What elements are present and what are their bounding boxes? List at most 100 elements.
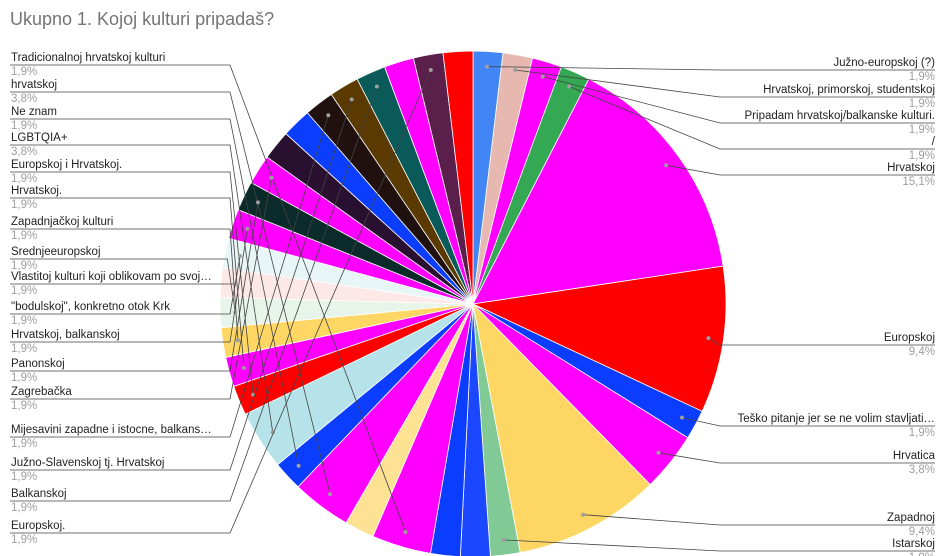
slice-percent: 1,9% [909,71,935,83]
slice-label: Europskoj [884,332,935,344]
slice-percent: 1,9% [11,343,37,355]
slice-percent: 15,1% [902,176,935,188]
pie-leader-line [10,86,378,502]
slice-percent: 1,9% [11,260,37,272]
slice-label: Hrvatskoj. [11,185,62,197]
slice-percent: 3,8% [909,464,935,476]
slice-percent: 1,9% [11,534,37,546]
pie-leader-line [10,115,329,438]
pie-leader-dot [581,512,586,517]
slice-label: Balkanskoj [11,488,67,500]
pie-leader-dot [233,310,238,315]
pie-leader-line [10,144,274,433]
pie-labels: Južno-europskoj (?)1,9%Hrvatskoj, primor… [11,52,936,556]
slice-label: "bodulskoj", konkretno otok Krk [11,301,170,313]
slice-percent: 9,4% [909,526,935,538]
slice-label: Europskoj. [11,520,65,532]
chart-title: Ukupno 1. Kojoj kulturi pripadaš? [10,9,275,29]
slice-percent: 1,9% [11,285,37,297]
slice-percent: 1,9% [909,552,935,556]
pie-slice[interactable] [472,78,724,305]
pie-slice[interactable] [472,303,521,556]
pie-leader-line [503,539,935,552]
pie-leader-line [583,514,935,526]
pie-leader-dot [706,336,711,341]
pie-leader-line [487,66,935,71]
slice-label: Hrvatskoj [887,162,935,174]
pie-slice[interactable] [459,303,491,556]
pie-leader-dot [238,254,243,258]
pie-leaders [10,64,935,552]
pie-leader-line [515,69,935,98]
slice-percent: 1,9% [909,150,935,162]
pie-leader-line [10,228,248,343]
slice-percent: 3,8% [11,146,37,158]
slice-percent: 1,9% [11,438,37,450]
pie-leader-dot [540,74,545,79]
slice-label: hrvatskoj [11,79,57,91]
pie-slice[interactable] [472,302,651,554]
pie-leader-dot [656,450,661,455]
pie-leader-dot [501,537,506,542]
slice-percent: 1,9% [11,230,37,242]
slice-percent: 1,9% [11,315,37,327]
pie-leader-line [10,177,272,400]
pie-leader-line [10,91,331,495]
slice-label: Panonskoj [11,358,65,370]
slice-percent: 1,9% [11,120,37,132]
pie-leader-dot [513,68,518,72]
pie-leader-line [10,255,241,315]
pie-leader-line [542,76,935,124]
pie-leader-dot [245,226,250,231]
pie-leader-line [666,164,935,176]
slice-label: Zapadnoj [887,512,935,524]
pie-leader-line [10,202,259,372]
pie-leader-line [10,64,406,533]
slice-percent: 3,8% [11,93,37,105]
pie-leader-line [10,171,254,395]
slice-label: Europskoj i Hrvatskoj. [11,159,122,171]
pie-leader-dot [349,97,354,102]
slice-percent: 1,9% [909,427,935,439]
slice-label: Teško pitanje jer se ne volim stavljati… [738,413,936,425]
slice-label: / [932,136,936,148]
slice-percent: 1,9% [909,98,935,110]
slice-label: Tradicionalnoj hrvatskoj kulturi [11,52,165,64]
pie-slice[interactable] [442,50,474,305]
pie-leader-dot [567,84,572,89]
slice-label: Hrvatskoj, balkanskoj [11,329,120,341]
slice-label: Hrvatskoj, primorskoj, studentskoj [763,84,935,96]
pie-leader-dot [664,163,669,168]
pie-leader-line [708,337,935,346]
pie-leader-dot [241,365,246,370]
slice-percent: 1,9% [11,471,37,483]
slice-label: Ne znam [11,106,57,118]
slice-label: Hrvatica [893,450,936,462]
slice-label: Južno-europskoj (?) [833,57,935,69]
pie-leader-dot [428,68,433,72]
pie-leader-line [10,258,236,313]
pie-slices [219,50,727,556]
slice-label: Južno-Slavenskoj tj. Hrvatskoj [11,457,164,469]
slice-percent: 1,9% [909,124,935,136]
pie-leader-dot [485,64,490,69]
pie-leader-dot [328,492,333,497]
slice-label: Pripadam hrvatskoj/balkanske kulturi. [745,110,935,122]
slice-label: Zapadnjačkoj kulturi [11,216,113,228]
slice-label: Mijesavini zapadne i istocne, balkans… [11,424,212,436]
pie-leader-dot [680,415,684,420]
pie-leader-dot [374,84,379,89]
slice-label: Vlastitoj kulturi koji oblikovam po svoj… [11,271,212,283]
slice-percent: 1,9% [11,400,37,412]
slice-label: Istarskoj [892,538,935,550]
slice-percent: 1,9% [11,502,37,514]
pie-slice[interactable] [471,265,727,412]
pie-leader-line [10,228,239,341]
pie-leader-dot [326,113,331,118]
pie-leader-line [10,197,245,368]
pie-leader-dot [236,338,240,343]
slice-label: Srednjeeuropskoj [11,246,101,258]
pie-leader-dot [256,200,260,205]
pie-leader-line [10,118,299,466]
